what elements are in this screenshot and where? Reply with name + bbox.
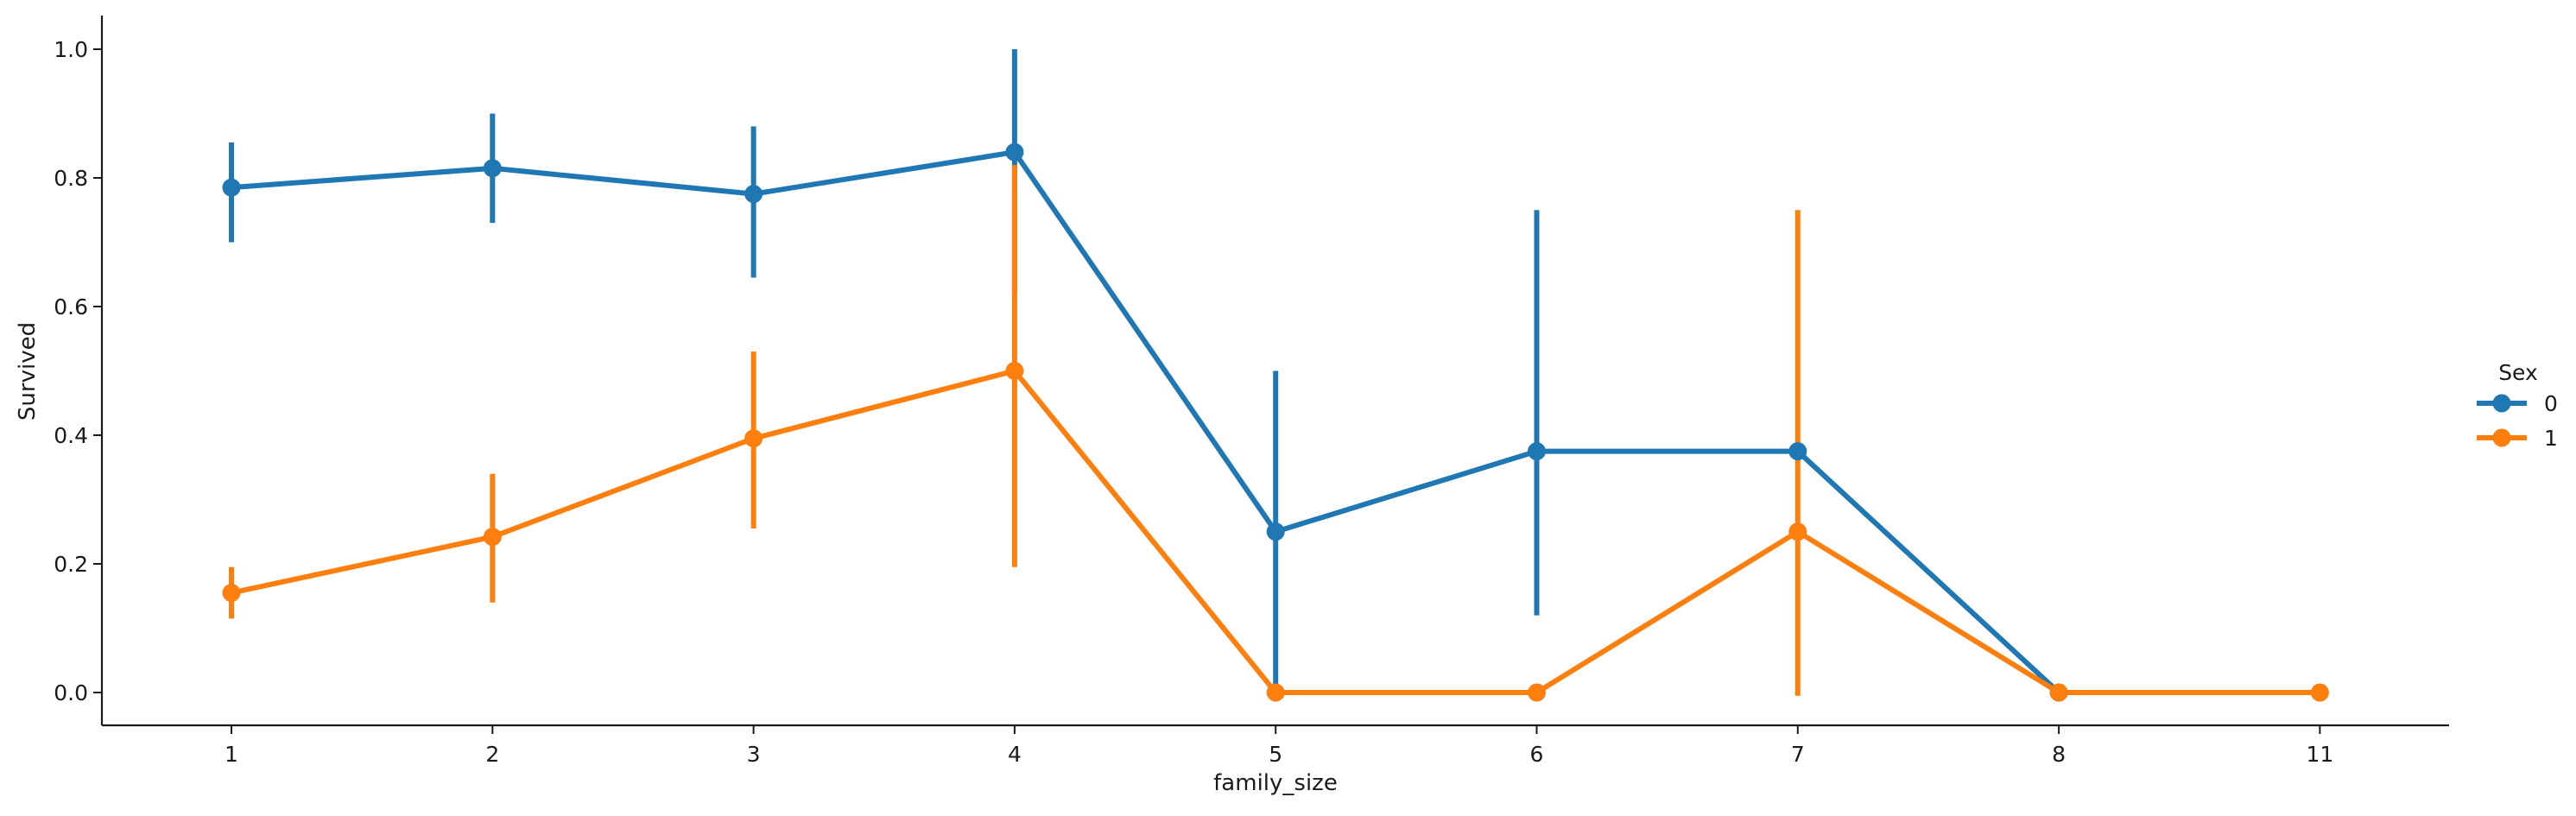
x-tick-label: 8 (2052, 742, 2066, 767)
x-axis-label: family_size (1213, 770, 1338, 796)
series-0-point (1528, 442, 1546, 461)
y-ticks: 0.0 0.2 0.4 0.6 0.8 1.0 (54, 37, 102, 705)
legend-title: Sex (2498, 360, 2538, 385)
legend-marker-point (2492, 428, 2511, 447)
x-tick-label: 5 (1269, 742, 1282, 767)
series-1-point (483, 528, 502, 547)
legend-label: 0 (2544, 391, 2558, 416)
x-tick-label: 2 (485, 742, 499, 767)
x-tick-label: 7 (1791, 742, 1805, 767)
legend-label: 1 (2544, 426, 2558, 451)
series-0-point (1005, 142, 1024, 161)
series-1-point (1005, 362, 1024, 380)
series-0-point (483, 159, 502, 178)
x-tick-label: 6 (1530, 742, 1544, 767)
series-1-point (2049, 683, 2068, 702)
y-tick-label: 0.6 (54, 294, 88, 319)
legend-entries: 01 (2477, 391, 2558, 451)
x-tick-label: 3 (747, 742, 761, 767)
y-axis-label: Survived (15, 322, 41, 421)
y-tick-label: 1.0 (54, 37, 88, 62)
x-ticks: 1 2 3 4 5 6 7 8 11 (225, 725, 2333, 767)
series-1-point (2310, 683, 2329, 702)
x-tick-label: 1 (225, 742, 238, 767)
series-1-point (1788, 522, 1807, 541)
y-tick-label: 0.2 (54, 552, 88, 577)
series-1-point (222, 584, 241, 603)
series-0-line (231, 149, 2061, 695)
series-0-point (222, 178, 241, 197)
series-points (222, 142, 2329, 702)
legend-marker-point (2492, 394, 2511, 413)
x-tick-label: 4 (1008, 742, 1022, 767)
series-0-point (1266, 522, 1285, 541)
series-1-point (1528, 683, 1546, 702)
series-1-point (1266, 683, 1285, 702)
y-tick-label: 0.0 (54, 680, 88, 705)
series-0-point (744, 185, 763, 204)
y-tick-label: 0.8 (54, 166, 88, 191)
y-tick-label: 0.4 (54, 423, 88, 448)
series-0-point (1788, 442, 1807, 461)
legend: Sex 01 (2477, 360, 2558, 451)
series-1-point (744, 429, 763, 448)
x-tick-label: 11 (2306, 742, 2333, 767)
